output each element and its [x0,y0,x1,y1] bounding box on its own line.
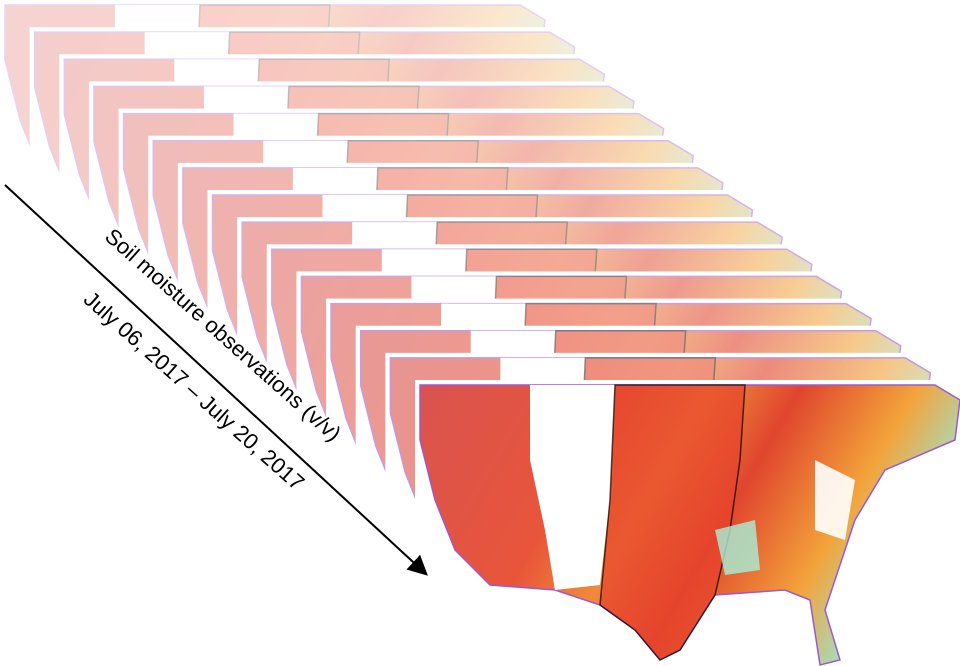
page: {"figure": {"axis_label": "Soil moisture… [0,0,960,666]
map-frame [415,380,960,666]
figure: Soil moisture observations (v/v) July 06… [0,0,960,666]
